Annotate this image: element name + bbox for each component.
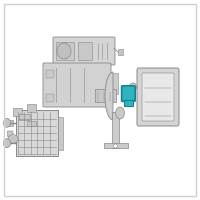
FancyBboxPatch shape: [142, 73, 174, 121]
Ellipse shape: [8, 135, 18, 143]
FancyBboxPatch shape: [112, 112, 119, 148]
Ellipse shape: [129, 83, 137, 91]
FancyBboxPatch shape: [110, 73, 118, 94]
FancyBboxPatch shape: [78, 42, 92, 60]
FancyBboxPatch shape: [104, 143, 128, 148]
FancyBboxPatch shape: [13, 108, 23, 117]
FancyBboxPatch shape: [7, 120, 14, 127]
FancyBboxPatch shape: [46, 94, 54, 102]
FancyBboxPatch shape: [43, 63, 111, 107]
Ellipse shape: [116, 107, 124, 119]
FancyBboxPatch shape: [118, 48, 123, 55]
FancyBboxPatch shape: [7, 131, 13, 137]
FancyBboxPatch shape: [95, 89, 117, 103]
FancyBboxPatch shape: [56, 42, 74, 60]
FancyBboxPatch shape: [58, 116, 63, 150]
FancyBboxPatch shape: [53, 37, 115, 65]
FancyBboxPatch shape: [124, 100, 133, 106]
FancyBboxPatch shape: [46, 70, 54, 78]
Ellipse shape: [3, 139, 11, 148]
FancyBboxPatch shape: [131, 88, 135, 93]
FancyBboxPatch shape: [27, 121, 37, 127]
Polygon shape: [105, 72, 113, 120]
FancyBboxPatch shape: [16, 110, 58, 156]
FancyBboxPatch shape: [137, 68, 179, 126]
Ellipse shape: [57, 43, 71, 59]
Ellipse shape: [3, 118, 11, 127]
FancyBboxPatch shape: [27, 104, 37, 113]
FancyBboxPatch shape: [19, 114, 31, 121]
FancyBboxPatch shape: [122, 86, 135, 101]
Ellipse shape: [113, 144, 117, 148]
